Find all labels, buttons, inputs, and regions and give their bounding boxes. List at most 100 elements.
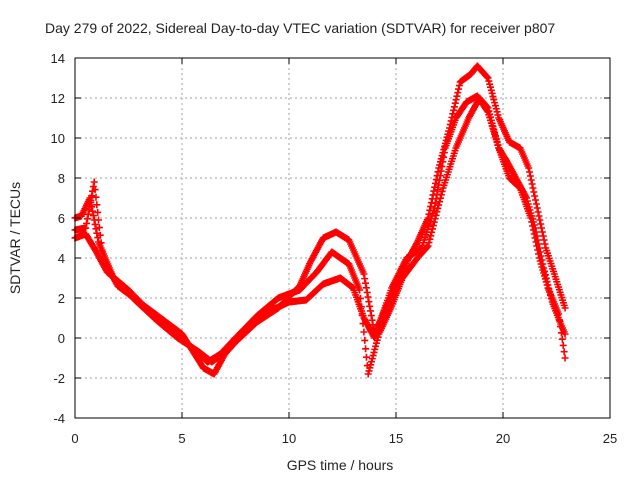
data-point <box>87 198 95 206</box>
data-point <box>547 291 555 299</box>
data-point <box>541 267 549 275</box>
data-point <box>451 99 459 107</box>
data-point <box>365 298 373 306</box>
data-point <box>452 96 460 104</box>
data-point <box>360 328 368 336</box>
data-point <box>454 89 462 97</box>
data-point <box>88 203 96 211</box>
data-point <box>540 264 548 272</box>
data-point <box>427 202 435 210</box>
data-point <box>530 188 538 196</box>
data-point <box>434 186 442 194</box>
data-point <box>427 232 435 240</box>
data-point <box>83 219 91 227</box>
data-point <box>94 234 102 242</box>
data-point <box>437 167 445 175</box>
data-point <box>547 295 555 303</box>
data-point <box>90 178 98 186</box>
data-point <box>536 216 544 224</box>
x-tick-label: 10 <box>282 431 296 446</box>
x-tick-label: 15 <box>389 431 403 446</box>
data-point <box>435 176 443 184</box>
data-point <box>362 353 370 361</box>
data-point <box>362 284 370 292</box>
data-point <box>95 224 103 232</box>
data-point <box>82 224 90 232</box>
data-point <box>538 224 546 232</box>
data-point <box>528 180 536 188</box>
data-point <box>543 278 551 286</box>
data-point <box>453 92 461 100</box>
data-point <box>91 220 99 228</box>
data-point <box>525 164 533 172</box>
data-point <box>539 260 547 268</box>
x-tick-label: 20 <box>496 431 510 446</box>
data-point <box>431 199 439 207</box>
data-point <box>535 240 543 248</box>
data-point <box>536 248 544 256</box>
data-point <box>438 187 446 195</box>
data-point <box>431 204 439 212</box>
data-point <box>423 243 431 251</box>
data-point <box>450 106 458 114</box>
data-point <box>538 256 546 264</box>
data-point <box>361 336 369 344</box>
data-point <box>535 244 543 252</box>
data-point <box>93 201 101 209</box>
data-point <box>455 85 463 93</box>
data-point <box>94 208 102 216</box>
x-tick-label: 25 <box>603 431 617 446</box>
data-point <box>440 149 448 157</box>
data-point <box>542 274 550 282</box>
data-point <box>526 168 534 176</box>
data-point <box>483 107 491 115</box>
data-points <box>71 62 569 378</box>
data-point <box>561 330 569 338</box>
axis-ticks: 0 5 10 15 20 25 -4 -2 0 2 4 6 8 10 12 14 <box>51 51 618 446</box>
data-point <box>546 288 554 296</box>
data-point <box>84 210 92 218</box>
data-point <box>435 181 443 189</box>
data-point <box>545 284 553 292</box>
data-point <box>537 220 545 228</box>
data-point <box>362 345 370 353</box>
data-point <box>362 279 370 287</box>
data-point <box>559 341 567 349</box>
data-point <box>436 172 444 180</box>
data-point <box>93 229 101 237</box>
data-point <box>363 288 371 296</box>
data-point <box>541 271 549 279</box>
data-point <box>532 228 540 236</box>
y-tick-label: 0 <box>58 331 65 346</box>
x-axis-label: GPS time / hours <box>287 457 394 473</box>
data-point <box>533 232 541 240</box>
y-axis-label: SDTVAR / TECUs <box>7 182 23 294</box>
data-point <box>455 82 463 90</box>
data-point <box>540 236 548 244</box>
data-point <box>533 204 541 212</box>
data-point <box>534 236 542 244</box>
plot-frame <box>74 57 611 419</box>
y-tick-label: 10 <box>51 131 65 146</box>
data-point <box>429 222 437 230</box>
data-point <box>538 228 546 236</box>
data-point <box>534 208 542 216</box>
data-point <box>86 194 94 202</box>
data-point <box>531 224 539 232</box>
data-point <box>539 232 547 240</box>
data-point <box>368 316 376 324</box>
data-point <box>450 103 458 111</box>
y-tick-label: -4 <box>53 411 65 426</box>
data-point <box>439 158 447 166</box>
data-point <box>483 73 491 81</box>
grid-lines <box>75 58 610 418</box>
data-point <box>90 216 98 224</box>
data-point <box>360 270 368 278</box>
x-tick-label: 0 <box>71 431 78 446</box>
data-point <box>361 275 369 283</box>
data-point <box>529 184 537 192</box>
data-point <box>433 190 441 198</box>
data-point <box>433 208 441 216</box>
data-point <box>92 193 100 201</box>
data-point <box>367 312 375 320</box>
